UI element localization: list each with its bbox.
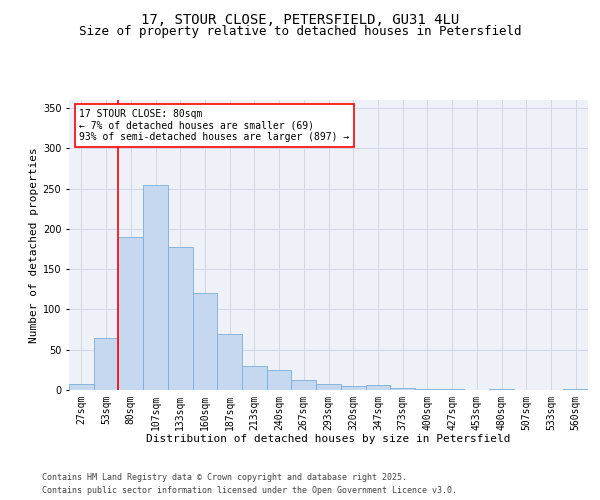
Text: Size of property relative to detached houses in Petersfield: Size of property relative to detached ho…	[79, 25, 521, 38]
Bar	[415, 389, 440, 390]
Bar	[365, 385, 390, 390]
Bar	[242, 366, 267, 390]
Text: 17 STOUR CLOSE: 80sqm
← 7% of detached houses are smaller (69)
93% of semi-detac: 17 STOUR CLOSE: 80sqm ← 7% of detached h…	[79, 108, 350, 142]
Bar	[341, 386, 365, 390]
X-axis label: Distribution of detached houses by size in Petersfield: Distribution of detached houses by size …	[146, 434, 511, 444]
Text: 17, STOUR CLOSE, PETERSFIELD, GU31 4LU: 17, STOUR CLOSE, PETERSFIELD, GU31 4LU	[141, 12, 459, 26]
Text: Contains public sector information licensed under the Open Government Licence v3: Contains public sector information licen…	[42, 486, 457, 495]
Bar	[292, 380, 316, 390]
Bar	[489, 389, 514, 390]
Bar	[94, 338, 118, 390]
Bar	[267, 370, 292, 390]
Bar	[143, 184, 168, 390]
Y-axis label: Number of detached properties: Number of detached properties	[29, 147, 38, 343]
Bar	[168, 248, 193, 390]
Bar	[390, 388, 415, 390]
Text: Contains HM Land Registry data © Crown copyright and database right 2025.: Contains HM Land Registry data © Crown c…	[42, 474, 407, 482]
Bar	[316, 384, 341, 390]
Bar	[69, 384, 94, 390]
Bar	[118, 237, 143, 390]
Bar	[563, 389, 588, 390]
Bar	[440, 389, 464, 390]
Bar	[193, 294, 217, 390]
Bar	[217, 334, 242, 390]
